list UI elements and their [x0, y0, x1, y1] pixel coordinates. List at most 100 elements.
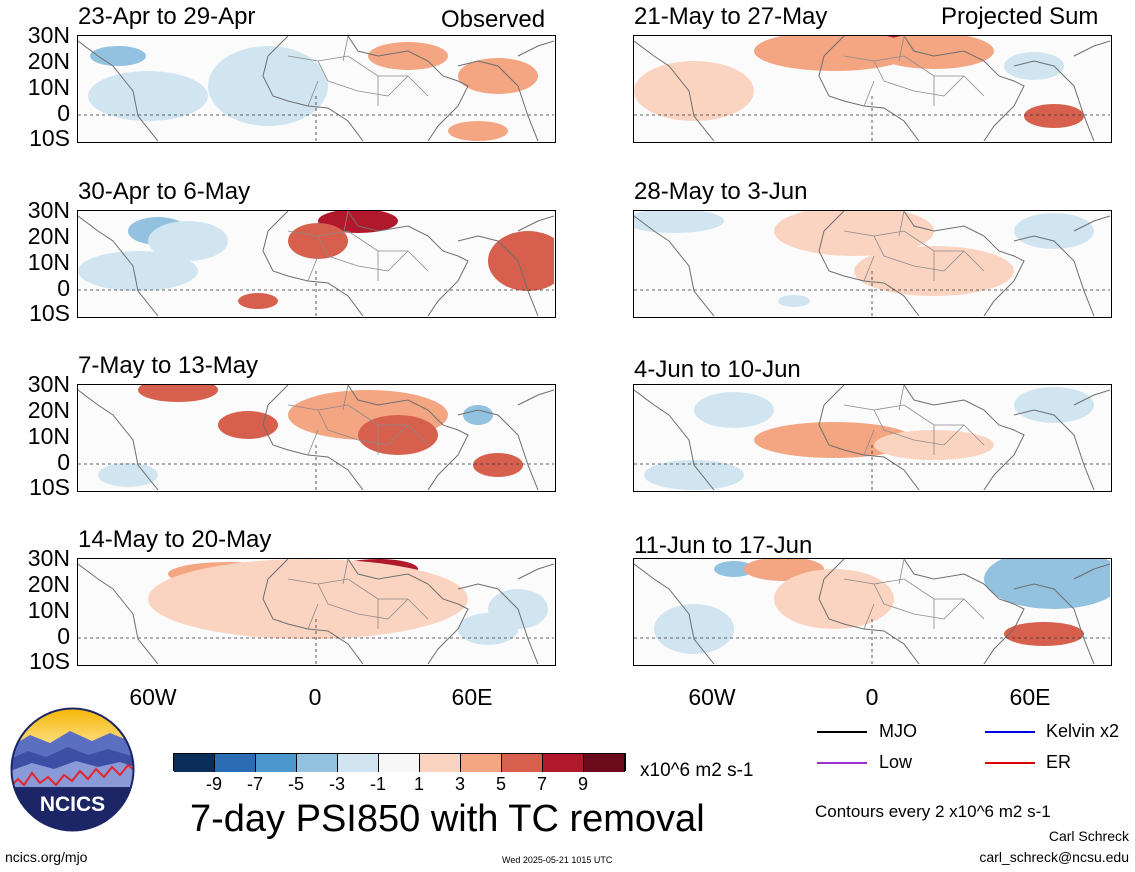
panel-title: 23-Apr to 29-Apr	[78, 3, 256, 30]
legend-line-low	[817, 762, 867, 764]
colorbar-swatch	[338, 754, 379, 772]
anomaly-shading	[984, 559, 1110, 609]
lat-label: 10N	[27, 597, 70, 623]
legend-label: Low	[879, 752, 913, 772]
lat-label: 30N	[27, 545, 70, 571]
panel-title: 21-May to 27-May	[634, 3, 828, 30]
lat-label: 20N	[27, 397, 70, 423]
lat-label: 10N	[27, 423, 70, 449]
country-borders	[843, 385, 985, 456]
lat-label: 30N	[27, 197, 70, 223]
lat-label: 20N	[27, 571, 70, 597]
lat-label: 0	[57, 449, 70, 475]
colorbar-tick: 9	[577, 774, 588, 794]
country-borders	[287, 385, 429, 456]
author: Carl Schreck	[1048, 828, 1129, 844]
anomaly-shading	[774, 211, 934, 256]
anomaly-shading	[1004, 622, 1084, 646]
panel-title: 7-May to 13-May	[78, 352, 259, 379]
map-panel	[633, 210, 1112, 318]
coastline	[634, 211, 1110, 316]
lon-label: 60E	[451, 684, 493, 710]
lon-label: 60E	[1009, 684, 1051, 710]
map-panel	[77, 558, 556, 666]
colorbar-swatch	[584, 754, 625, 772]
colorbar-swatch	[543, 754, 584, 772]
coastline	[634, 36, 1110, 141]
projected-label: Projected Sum	[941, 3, 1099, 30]
anomaly-shading	[1014, 387, 1094, 423]
panel-title: 11-Jun to 17-Jun	[634, 532, 813, 559]
lat-label: 20N	[27, 223, 70, 249]
colorbar-swatch	[420, 754, 461, 772]
coastline	[78, 211, 554, 316]
anomaly-shading	[148, 559, 468, 639]
lat-label: 10S	[29, 474, 70, 500]
ncics-logo: NCICS	[10, 707, 135, 832]
country-borders	[843, 211, 985, 282]
colorbar-swatch	[256, 754, 297, 772]
lon-label: 0	[865, 684, 879, 710]
anomaly-shading	[238, 293, 278, 309]
anomaly-shading	[654, 604, 734, 654]
anomaly-shading	[1024, 104, 1084, 128]
country-borders	[843, 36, 985, 107]
map-panel	[633, 384, 1112, 492]
map-panel	[77, 35, 556, 143]
colorbar-tick: -5	[287, 774, 304, 794]
lat-label: 20N	[27, 48, 70, 74]
anomaly-shading	[318, 211, 398, 233]
colorbar-tick: 1	[413, 774, 424, 794]
colorbar-tick: -9	[205, 774, 222, 794]
colorbar-swatch	[297, 754, 338, 772]
legend-line-kelvin	[985, 731, 1035, 733]
colorbar-swatch	[215, 754, 256, 772]
timestamp: Wed 2025-05-21 1015 UTC	[502, 855, 613, 865]
anomaly-shading	[90, 46, 146, 66]
colorbar-tick: -3	[328, 774, 345, 794]
anomaly-shading	[458, 613, 518, 645]
colorbar-tick: 7	[536, 774, 547, 794]
main-title: 7-day PSI850 with TC removal	[190, 798, 705, 840]
colorbar-units: x10^6 m2 s-1	[640, 760, 754, 781]
logo-text: NCICS	[40, 793, 105, 816]
lat-label: 30N	[27, 371, 70, 397]
map-panel	[633, 35, 1112, 143]
anomaly-shading	[458, 58, 538, 94]
anomaly-shading	[463, 405, 493, 425]
lat-label: 0	[57, 100, 70, 126]
anomaly-shading	[774, 569, 894, 629]
anomaly-shading	[78, 251, 198, 291]
anomaly-shading	[1004, 52, 1064, 80]
coastline	[78, 36, 554, 141]
lat-label: 30N	[27, 22, 70, 48]
lat-label: 0	[57, 623, 70, 649]
panel-title: 28-May to 3-Jun	[634, 178, 808, 205]
coastline	[78, 559, 554, 664]
lon-label: 0	[308, 684, 322, 710]
author-email: carl_schreck@ncsu.edu	[979, 849, 1129, 865]
map-panel	[633, 558, 1112, 666]
lon-label: 60W	[688, 684, 736, 710]
anomaly-shading	[98, 463, 158, 487]
anomaly-shading	[634, 211, 724, 233]
legend-label: MJO	[879, 721, 917, 741]
anomaly-shading	[778, 295, 810, 307]
colorbar-tick: 5	[495, 774, 506, 794]
panel-title: 14-May to 20-May	[78, 526, 272, 553]
observed-label: Observed	[441, 6, 546, 33]
country-borders	[287, 211, 429, 282]
anomaly-shading	[218, 411, 278, 439]
lat-label: 10N	[27, 249, 70, 275]
colorbar-tick: -1	[369, 774, 386, 794]
colorbar-tick: 3	[454, 774, 465, 794]
contours-note: Contours every 2 x10^6 m2 s-1	[815, 802, 1051, 821]
colorbar	[173, 753, 626, 772]
lat-label: 0	[57, 275, 70, 301]
anomaly-shading	[714, 561, 754, 577]
panel-title: 4-Jun to 10-Jun	[634, 356, 801, 383]
legend-label: ER	[1046, 752, 1072, 772]
anomaly-shading	[148, 221, 228, 261]
map-panel	[77, 210, 556, 318]
coastline	[634, 559, 1110, 664]
